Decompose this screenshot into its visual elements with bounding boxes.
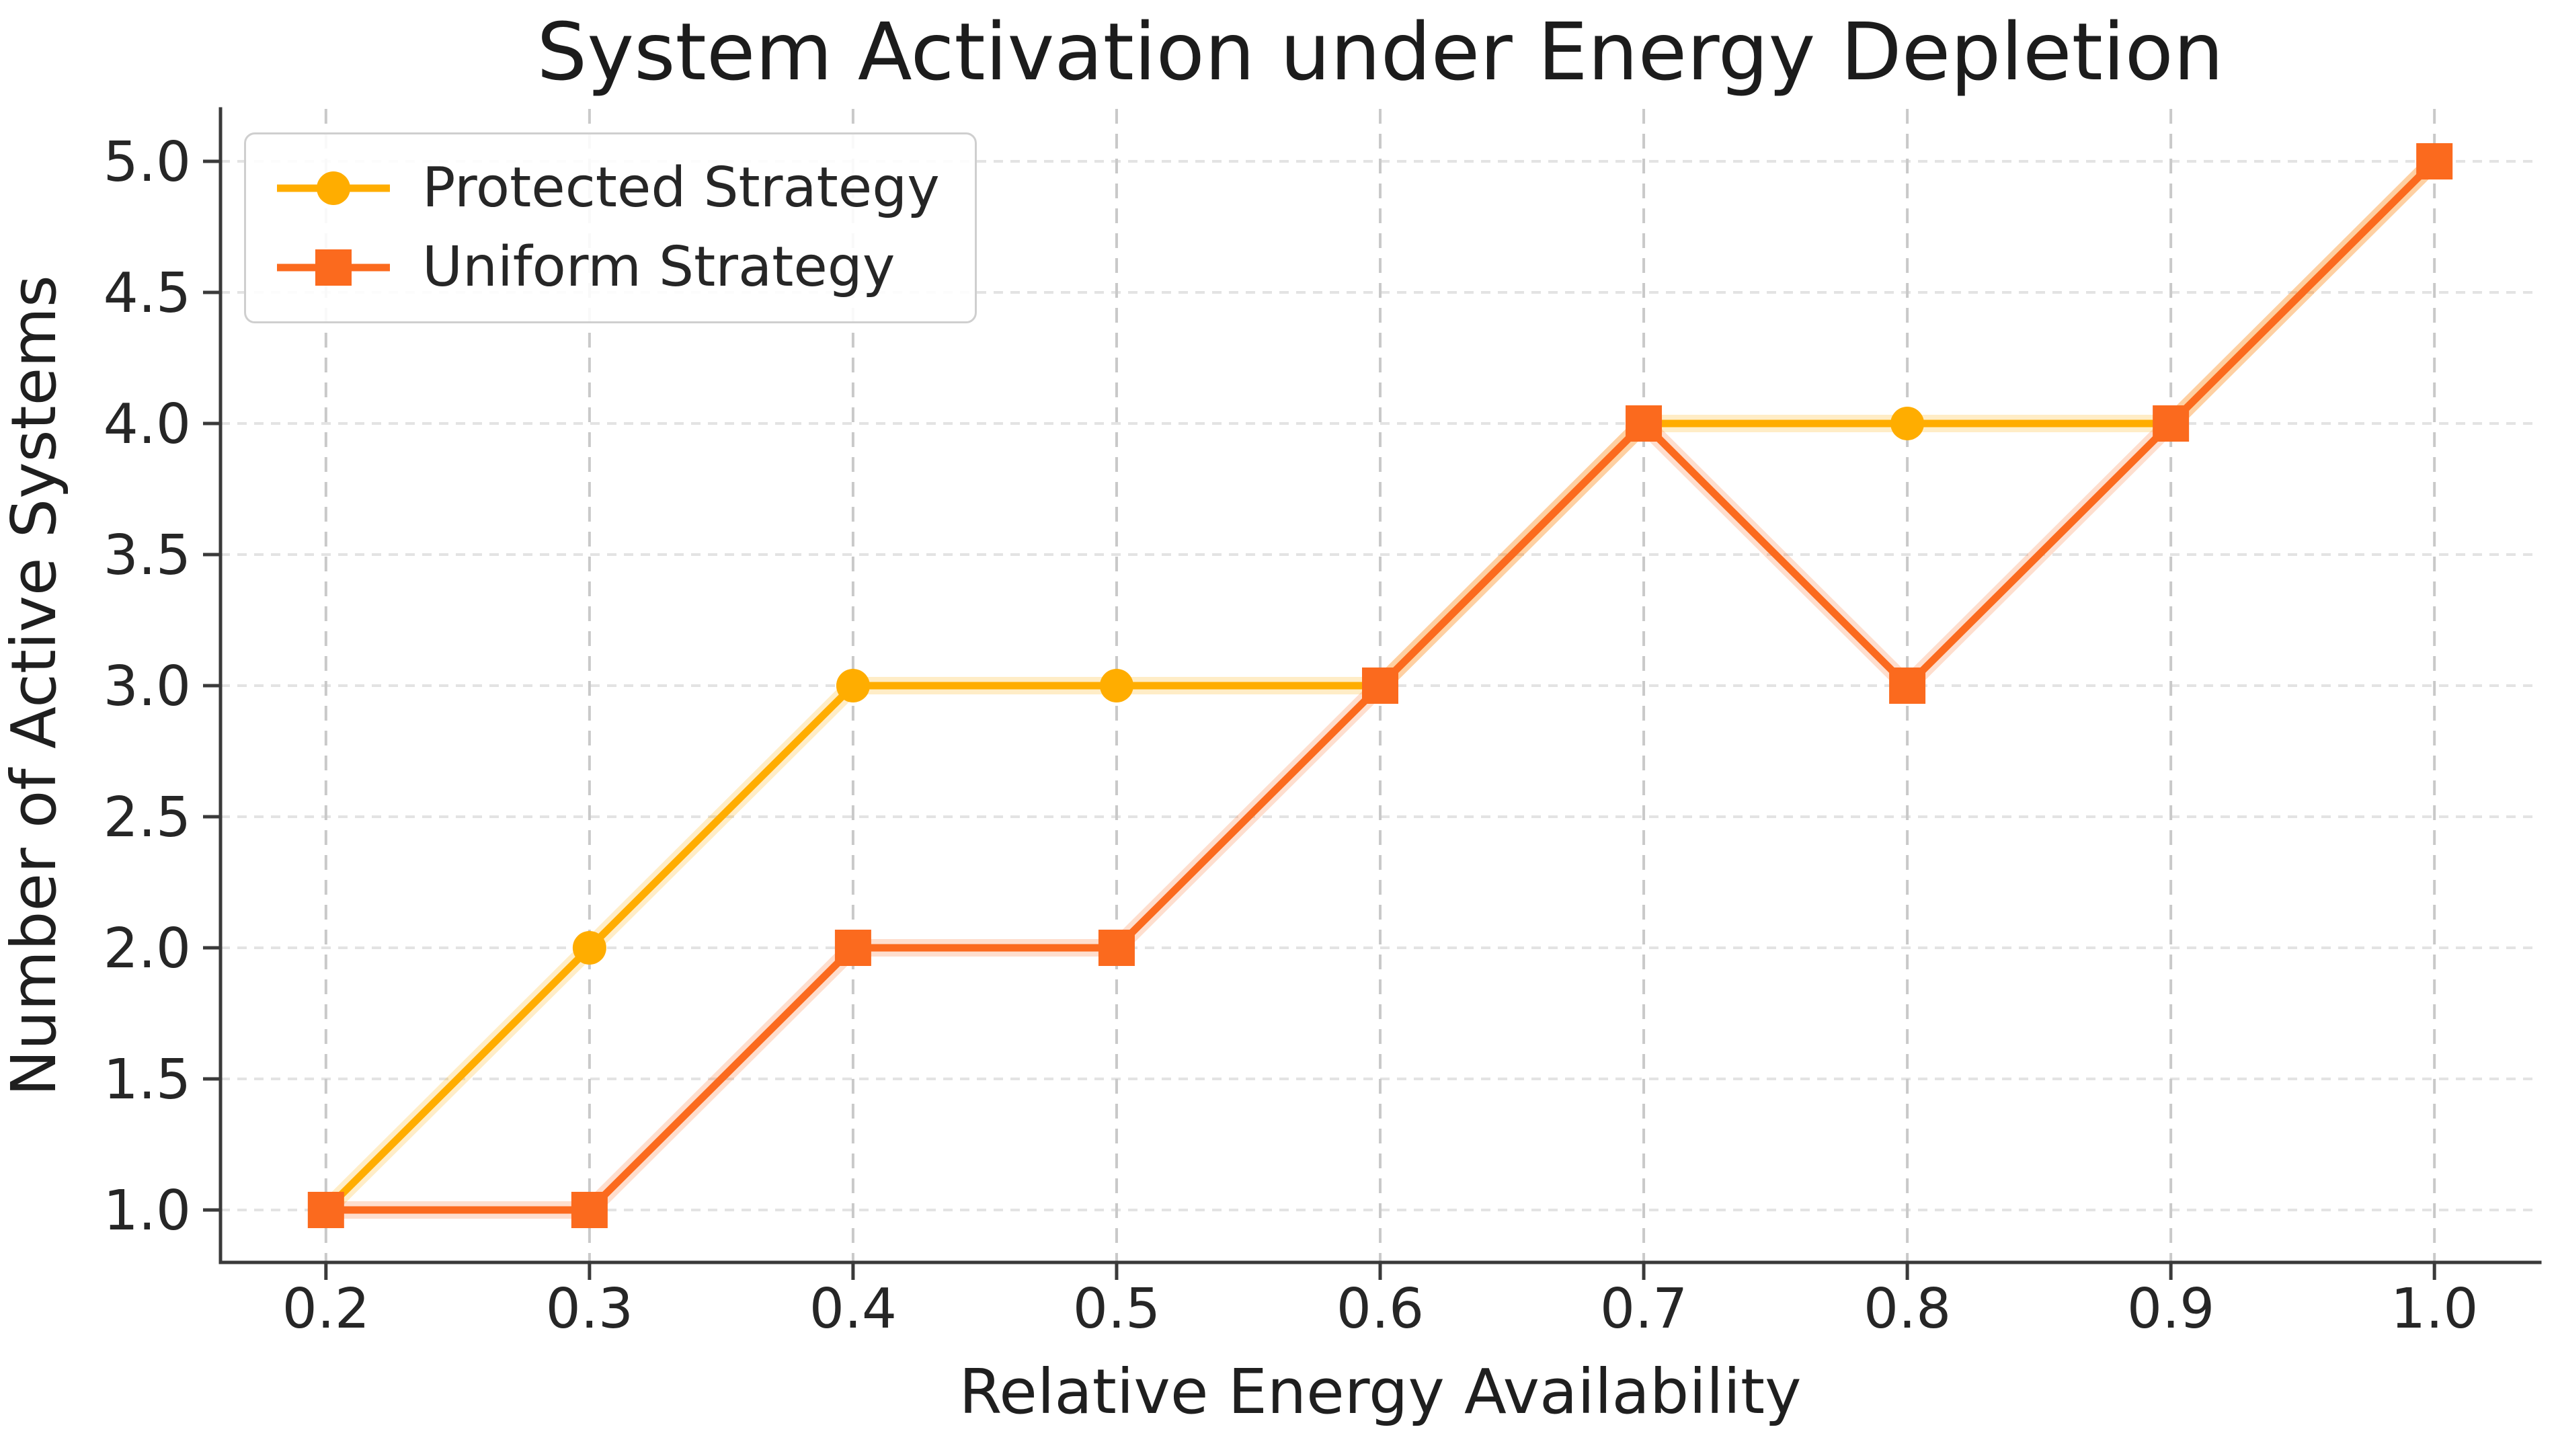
legend-item-label: Protected Strategy (422, 155, 940, 220)
legend-item-uniform-strategy: Uniform Strategy (273, 237, 940, 298)
y-tick-label: 4.5 (104, 261, 191, 325)
legend: Protected Strategy Uniform Strategy (244, 132, 977, 323)
data-point-square-icon (1362, 668, 1398, 704)
x-tick-label: 0.2 (282, 1277, 370, 1341)
legend-marker-circle-icon (277, 171, 390, 205)
y-tick-label: 4.0 (104, 393, 191, 456)
legend-marker-square-icon (277, 249, 390, 286)
data-point-square-icon (2153, 405, 2190, 442)
data-point-circle-icon (836, 669, 870, 702)
y-axis-label: Number of Active Systems (0, 275, 70, 1096)
data-point-square-icon (1626, 405, 1663, 442)
y-tick-label: 1.0 (104, 1179, 191, 1243)
y-tick-label: 2.0 (104, 917, 191, 981)
data-point-circle-icon (1099, 669, 1133, 702)
data-point-square-icon (307, 1192, 344, 1228)
legend-item-label: Uniform Strategy (422, 235, 895, 299)
y-tick-label: 2.5 (104, 786, 191, 850)
x-tick-label: 1.0 (2391, 1277, 2478, 1341)
data-point-circle-icon (572, 931, 606, 965)
x-tick-label: 0.9 (2127, 1277, 2214, 1341)
y-tick-label: 3.5 (104, 524, 191, 588)
data-point-square-icon (834, 930, 871, 966)
y-tick-label: 5.0 (104, 130, 191, 194)
y-tick-label: 1.5 (104, 1048, 191, 1112)
data-point-square-icon (1889, 668, 1926, 704)
data-point-square-icon (571, 1192, 608, 1228)
axes-layer: 0.2 0.3 0.4 0.5 0.6 0.7 0.8 0.9 1.0 1.0 1.5 2.0 2.5 3… (104, 107, 2542, 1341)
x-tick-label: 0.6 (1336, 1277, 1424, 1341)
legend-circle-marker-icon (317, 171, 350, 205)
legend-item-protected-strategy: Protected Strategy (273, 157, 940, 219)
x-tick-label: 0.7 (1600, 1277, 1687, 1341)
x-tick-label: 0.4 (809, 1277, 897, 1341)
legend-square-marker-icon (315, 249, 352, 286)
x-tick-label: 0.3 (546, 1277, 633, 1341)
data-point-square-icon (2416, 143, 2453, 179)
data-point-circle-icon (1890, 407, 1925, 440)
series-uniform-strategy (307, 143, 2453, 1228)
data-point-square-icon (1098, 930, 1135, 966)
x-axis-label: Relative Energy Availability (959, 1356, 1801, 1428)
y-tick-label: 3.0 (104, 655, 191, 719)
chart-title: System Activation under Energy Depletion (536, 5, 2223, 98)
x-tick-label: 0.8 (1864, 1277, 1951, 1341)
x-tick-label: 0.5 (1073, 1277, 1160, 1341)
series-layer (307, 143, 2453, 1228)
